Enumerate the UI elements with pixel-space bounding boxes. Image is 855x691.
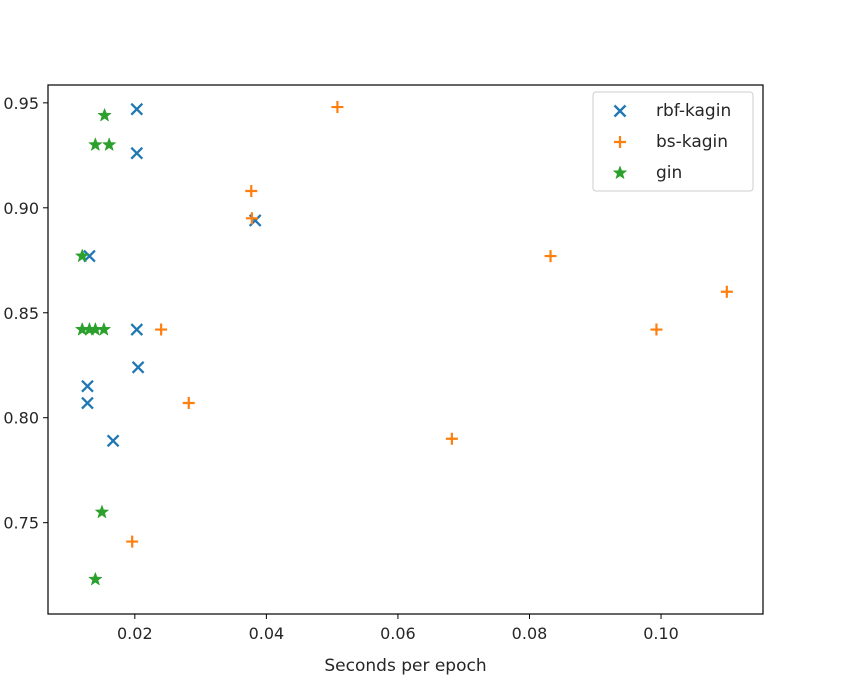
bs-kagin-point — [155, 323, 168, 336]
x-axis-title: Seconds per epoch — [324, 656, 486, 676]
y-tick-label: 0.75 — [3, 514, 39, 533]
rbf-kagin-point — [106, 434, 120, 448]
bs-kagin-point — [650, 323, 663, 336]
x-tick-label: 0.04 — [249, 624, 285, 643]
x-tick-label: 0.10 — [643, 624, 679, 643]
legend-marker-rbf-kagin — [613, 104, 627, 118]
bs-kagin-point — [126, 535, 139, 548]
gin-point — [88, 137, 103, 152]
y-tick-label: 0.85 — [3, 304, 39, 323]
bs-kagin-point — [245, 212, 258, 225]
x-tick-label: 0.08 — [512, 624, 548, 643]
rbf-kagin-point — [130, 323, 144, 336]
y-tick-label: 0.90 — [3, 199, 39, 218]
rbf-kagin-point — [130, 146, 144, 160]
gin-point — [101, 137, 117, 152]
gin-point — [97, 107, 112, 122]
x-tick-label: 0.06 — [380, 624, 416, 643]
bs-kagin-point — [245, 185, 258, 198]
legend-marker-gin — [612, 165, 628, 180]
legend-label: rbf-kagin — [656, 101, 731, 121]
bs-kagin-point — [544, 250, 557, 263]
legend: rbf-kagin bs-kagin gin — [592, 91, 754, 192]
gin-point — [94, 504, 110, 519]
gin-point — [96, 321, 112, 336]
legend-marker-bs-kagin — [614, 136, 626, 148]
plot-markers — [74, 101, 733, 586]
rbf-kagin-point — [130, 102, 144, 116]
x-tick-label: 0.02 — [117, 624, 153, 643]
bs-kagin-point — [720, 285, 733, 298]
legend-label: gin — [656, 163, 682, 183]
legend-box — [592, 91, 754, 192]
legend-label: bs-kagin — [656, 132, 728, 152]
y-tick-label: 0.80 — [3, 409, 39, 428]
x-axis: 0.02 0.04 0.06 0.08 0.10 — [117, 614, 679, 643]
y-tick-label: 0.95 — [3, 94, 39, 113]
gin-point — [74, 248, 90, 263]
bs-kagin-point — [445, 432, 458, 445]
gin-point — [88, 571, 103, 586]
bs-kagin-point — [331, 101, 344, 114]
rbf-kagin-point — [81, 396, 94, 410]
y-axis: 0.75 0.80 0.85 0.90 0.95 — [3, 94, 48, 533]
bs-kagin-point — [182, 397, 195, 410]
rbf-kagin-point — [81, 379, 94, 393]
plot-frame — [47, 84, 764, 615]
rbf-kagin-point — [131, 361, 145, 374]
